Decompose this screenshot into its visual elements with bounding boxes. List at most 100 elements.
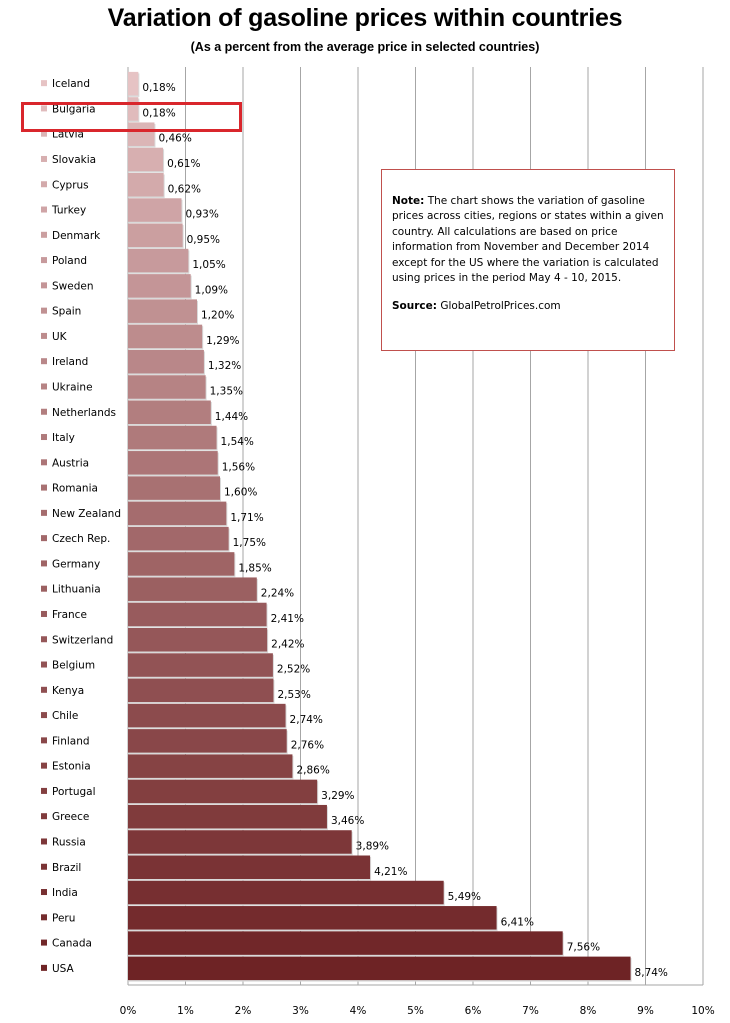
category-label: Estonia	[52, 761, 91, 773]
value-label: 2,52%	[277, 664, 310, 676]
value-label: 2,41%	[271, 613, 304, 625]
value-label: 1,85%	[238, 562, 271, 574]
category-label: Germany	[52, 558, 100, 570]
legend-marker	[41, 459, 47, 466]
category-label: France	[52, 609, 87, 621]
bar	[128, 198, 182, 222]
bar	[128, 577, 257, 601]
legend-marker	[41, 636, 47, 643]
value-label: 2,24%	[261, 588, 294, 600]
value-label: 6,41%	[501, 916, 534, 928]
x-tick-label: 0%	[120, 1005, 137, 1017]
bar	[128, 274, 191, 298]
legend-marker	[41, 813, 47, 820]
bar	[128, 931, 563, 955]
x-tick-label: 2%	[235, 1005, 252, 1017]
category-label: Ukraine	[52, 381, 93, 393]
category-label: Chile	[52, 710, 78, 722]
note-text: Note: The chart shows the variation of g…	[392, 194, 664, 286]
category-label: Spain	[52, 306, 81, 318]
value-label: 2,76%	[291, 739, 324, 751]
value-label: 1,29%	[206, 335, 239, 347]
x-tick-label: 1%	[177, 1005, 194, 1017]
category-label: Switzerland	[52, 634, 113, 646]
x-tick-label: 7%	[522, 1005, 539, 1017]
x-tick-label: 5%	[407, 1005, 424, 1017]
bar	[128, 956, 631, 981]
bar	[128, 97, 139, 121]
legend-marker	[41, 383, 47, 390]
category-label: Portugal	[52, 786, 96, 798]
bar	[128, 703, 286, 728]
legend-marker	[41, 509, 47, 516]
category-label: Greece	[52, 811, 89, 823]
category-label: Italy	[52, 432, 75, 444]
category-label: India	[52, 887, 78, 899]
legend-marker	[41, 408, 47, 415]
value-label: 5,49%	[448, 891, 481, 903]
legend-marker	[41, 155, 47, 162]
category-label: Ireland	[52, 356, 88, 368]
x-tick-label: 4%	[350, 1005, 367, 1017]
legend-marker	[41, 712, 47, 719]
bar	[128, 678, 274, 703]
category-label: Austria	[52, 457, 89, 469]
bar	[128, 526, 229, 551]
category-label: Brazil	[52, 862, 81, 874]
value-label: 2,86%	[296, 765, 329, 777]
bar	[128, 501, 227, 526]
bar	[128, 248, 189, 273]
legend-marker	[41, 307, 47, 314]
legend-marker	[41, 737, 47, 744]
category-label: Romania	[52, 483, 98, 495]
bar	[128, 299, 197, 323]
category-label: Netherlands	[52, 407, 116, 419]
bar	[128, 628, 268, 652]
legend-marker	[41, 105, 47, 112]
bar	[128, 324, 203, 349]
chart-title: Variation of gasoline prices within coun…	[107, 4, 623, 32]
bar	[128, 375, 206, 399]
bar	[128, 602, 267, 627]
legend-marker	[41, 484, 47, 491]
legend-marker	[41, 257, 47, 264]
value-label: 1,32%	[208, 360, 241, 372]
source-text: GlobalPetrolPrices.com	[440, 300, 561, 313]
value-label: 1,71%	[230, 512, 263, 524]
category-label: Sweden	[52, 280, 94, 292]
category-label: Peru	[52, 912, 75, 924]
bar	[128, 855, 371, 879]
legend-marker	[41, 535, 47, 542]
category-label: Russia	[52, 836, 86, 848]
bar	[128, 729, 287, 753]
bar	[128, 653, 273, 677]
category-label: Belgium	[52, 660, 95, 672]
category-label: UK	[52, 331, 68, 343]
value-label: 7,56%	[567, 942, 600, 954]
category-label: Iceland	[52, 78, 90, 90]
legend-marker	[41, 661, 47, 668]
legend-marker	[41, 762, 47, 769]
highlight-box	[21, 102, 242, 132]
bar	[128, 451, 218, 475]
bar	[128, 804, 327, 829]
value-label: 1,09%	[195, 284, 228, 296]
bar	[128, 147, 164, 172]
legend-marker	[41, 939, 47, 946]
legend-marker	[41, 686, 47, 693]
value-label: 1,75%	[233, 537, 266, 549]
category-label: New Zealand	[52, 508, 121, 520]
bar	[128, 122, 155, 146]
value-label: 1,54%	[221, 436, 254, 448]
value-label: 1,56%	[222, 461, 255, 473]
note-source: Source: GlobalPetrolPrices.com	[392, 299, 664, 314]
bar	[128, 880, 444, 905]
value-label: 0,93%	[185, 209, 218, 221]
bar	[128, 349, 204, 374]
value-label: 0,95%	[187, 234, 220, 246]
bar	[128, 400, 211, 424]
legend-marker	[41, 560, 47, 567]
value-label: 1,35%	[210, 385, 243, 397]
category-label: Denmark	[52, 230, 101, 242]
